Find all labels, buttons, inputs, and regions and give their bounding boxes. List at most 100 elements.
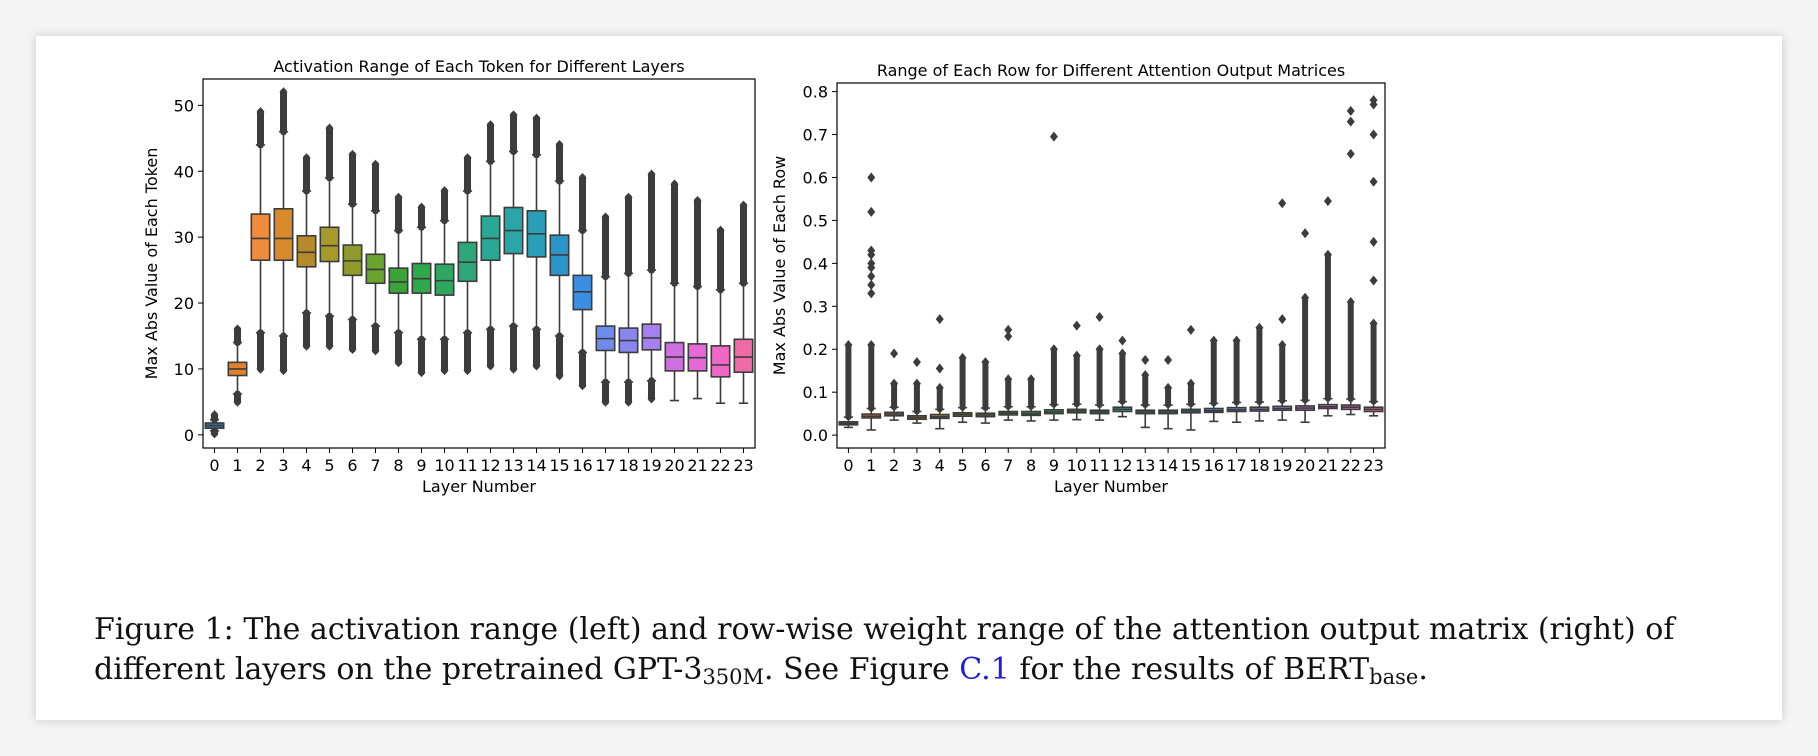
outlier-marker <box>1095 344 1104 355</box>
outlier-marker <box>578 380 587 391</box>
figure-charts: Activation Range of Each Token for Diffe… <box>142 57 1386 496</box>
figure-reference-link[interactable]: C.1 <box>959 652 1010 687</box>
x-tick-label: 20 <box>1295 456 1315 475</box>
outlier-marker <box>1118 348 1127 359</box>
x-tick-label: 4 <box>935 456 945 475</box>
outlier-marker <box>867 288 876 299</box>
box-layer-0 <box>838 339 859 429</box>
outlier-marker <box>1072 320 1081 331</box>
box-layer-22 <box>1340 105 1361 416</box>
outlier-marker <box>532 113 541 124</box>
outlier-marker <box>325 123 334 134</box>
outlier-marker <box>394 192 403 203</box>
outlier-marker <box>509 110 518 121</box>
box-layer-8 <box>388 192 409 368</box>
y-tick-label: 30 <box>174 228 194 247</box>
outlier-marker <box>1278 339 1287 350</box>
outlier-marker <box>1369 95 1378 106</box>
caption-text-2: . See Figure <box>764 652 950 687</box>
figure-caption: Figure 1: The activation range (left) an… <box>94 610 1734 690</box>
outlier-marker <box>1346 148 1355 159</box>
outlier-marker <box>912 357 921 368</box>
y-tick-label: 0.0 <box>803 426 828 445</box>
box-layer-10 <box>1066 320 1087 421</box>
outlier-marker <box>302 340 311 351</box>
outlier-marker <box>1369 275 1378 286</box>
box-layer-18 <box>1249 322 1270 422</box>
chart-1: Activation Range of Each Token for Diffe… <box>142 57 756 496</box>
outlier-marker <box>1369 236 1378 247</box>
x-tick-label: 19 <box>641 456 661 475</box>
outlier-marker <box>716 225 725 236</box>
outlier-marker <box>1301 228 1310 239</box>
box-layer-3 <box>273 87 294 376</box>
box-layer-2 <box>250 106 271 374</box>
y-axis-label: Max Abs Value of Each Row <box>770 156 789 375</box>
outlier-marker <box>1346 116 1355 127</box>
x-tick-label: 10 <box>1067 456 1087 475</box>
y-tick-label: 40 <box>174 162 194 181</box>
outlier-marker <box>867 206 876 217</box>
box-layer-19 <box>1272 198 1293 421</box>
outlier-marker <box>210 410 219 421</box>
x-tick-label: 11 <box>1089 456 1109 475</box>
box-layer-23 <box>1363 95 1384 417</box>
outlier-marker <box>348 344 357 355</box>
outlier-marker <box>844 339 853 350</box>
outlier-marker <box>417 202 426 213</box>
x-tick-label: 3 <box>278 456 288 475</box>
outlier-marker <box>256 106 265 117</box>
box-layer-9 <box>411 202 432 378</box>
x-tick-label: 0 <box>843 456 853 475</box>
outlier-marker <box>394 357 403 368</box>
box-layer-0 <box>204 410 225 439</box>
y-tick-label: 0.7 <box>803 126 828 145</box>
box-layer-15 <box>1180 324 1201 431</box>
x-axis-label: Layer Number <box>422 477 536 496</box>
outlier-marker <box>371 159 380 170</box>
outlier-marker <box>279 87 288 98</box>
x-tick-label: 9 <box>1049 456 1059 475</box>
plot-frame <box>202 78 756 449</box>
x-tick-label: 3 <box>912 456 922 475</box>
outlier-marker <box>509 363 518 374</box>
box-layer-2 <box>884 348 905 421</box>
caption-text-1: The activation range (left) and row-wise… <box>94 612 1675 687</box>
x-tick-label: 0 <box>209 456 219 475</box>
outlier-marker <box>486 360 495 371</box>
outlier-marker <box>867 172 876 183</box>
box-layer-12 <box>1112 335 1133 418</box>
outlier-marker <box>958 352 967 363</box>
outlier-marker <box>233 324 242 335</box>
y-tick-label: 0.4 <box>803 254 828 273</box>
outlier-marker <box>867 271 876 282</box>
box-layer-11 <box>1089 312 1110 421</box>
y-tick-label: 0 <box>184 426 194 445</box>
x-tick-label: 14 <box>1158 456 1178 475</box>
box-iqr <box>296 235 317 268</box>
outlier-marker <box>463 153 472 164</box>
x-tick-label: 20 <box>664 456 684 475</box>
outlier-marker <box>555 370 564 381</box>
outlier-marker <box>1186 324 1195 335</box>
box-iqr <box>273 208 294 262</box>
outlier-marker <box>325 340 334 351</box>
outlier-marker <box>1323 249 1332 260</box>
box-layer-5 <box>952 352 973 424</box>
outlier-marker <box>1232 335 1241 346</box>
outlier-marker <box>1346 105 1355 116</box>
x-tick-label: 7 <box>370 456 380 475</box>
box-layer-9 <box>1043 131 1064 421</box>
box-layer-1 <box>227 324 248 407</box>
outlier-marker <box>670 179 679 190</box>
box-layer-1 <box>861 172 882 431</box>
x-tick-label: 21 <box>1318 456 1338 475</box>
outlier-marker <box>1004 324 1013 335</box>
outlier-marker <box>1141 354 1150 365</box>
outlier-marker <box>867 339 876 350</box>
outlier-marker <box>233 396 242 407</box>
outlier-marker <box>463 365 472 376</box>
box-layer-21 <box>687 195 708 400</box>
box-iqr <box>388 267 409 294</box>
box-layer-7 <box>998 324 1019 421</box>
